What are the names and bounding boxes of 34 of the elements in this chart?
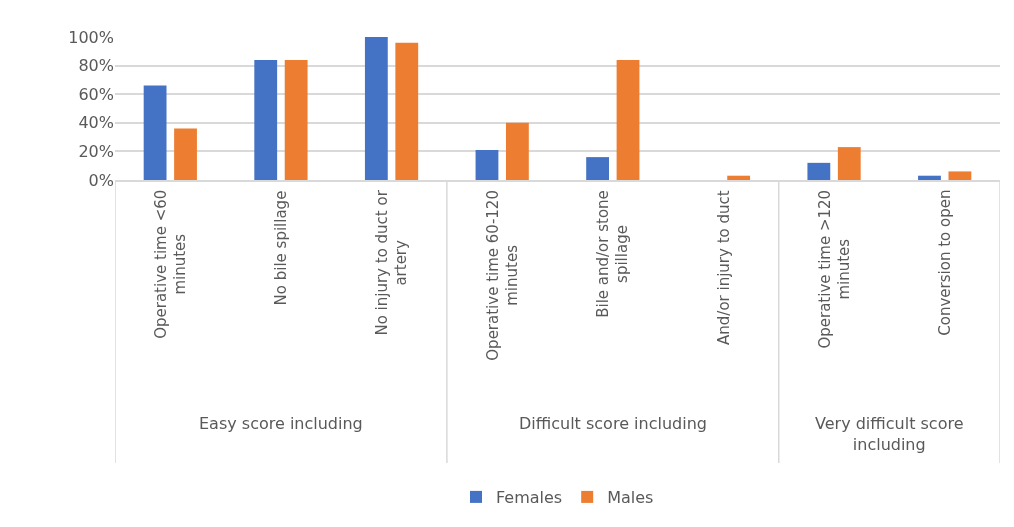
y-tick-label: 40% bbox=[78, 113, 114, 133]
bar bbox=[174, 128, 197, 180]
bar bbox=[254, 59, 278, 180]
x-tick-label: Bile and/or stone spillage bbox=[593, 190, 632, 318]
x-tick-label: No injury to duct or artery bbox=[372, 189, 411, 336]
x-tick-label: And/or injury to duct bbox=[714, 190, 733, 345]
bar bbox=[395, 42, 419, 180]
x-tick-label: Operative time 60-120 minutes bbox=[483, 190, 522, 361]
bar bbox=[948, 171, 972, 180]
bar bbox=[364, 37, 388, 180]
y-tick-label: 0% bbox=[88, 170, 114, 190]
text: Very difficult score including bbox=[815, 414, 964, 454]
y-tick-label: 60% bbox=[78, 84, 114, 104]
bar bbox=[807, 162, 831, 180]
bar bbox=[143, 85, 167, 180]
x-tick-label: Conversion to open bbox=[935, 189, 954, 336]
bar bbox=[616, 59, 640, 180]
text: Difficult score including bbox=[519, 414, 707, 433]
legend-label: Females bbox=[496, 488, 563, 508]
bar bbox=[284, 59, 308, 180]
y-tick-label: 100% bbox=[68, 27, 114, 47]
bar bbox=[586, 157, 610, 180]
bar bbox=[505, 122, 529, 180]
x-tick-label: No bile spillage bbox=[272, 190, 291, 306]
bar bbox=[475, 149, 499, 180]
x-tick-label: Operative time <60 minutes bbox=[151, 189, 190, 339]
x-tick-label: Operative time >120 minutes bbox=[815, 189, 854, 349]
y-tick-label: 20% bbox=[78, 142, 114, 161]
bar bbox=[727, 175, 751, 180]
y-tick-label: 80% bbox=[78, 56, 114, 76]
bar bbox=[837, 147, 861, 180]
legend-label: Males bbox=[607, 488, 654, 508]
bar bbox=[918, 175, 941, 180]
text: Easy score including bbox=[199, 414, 363, 433]
